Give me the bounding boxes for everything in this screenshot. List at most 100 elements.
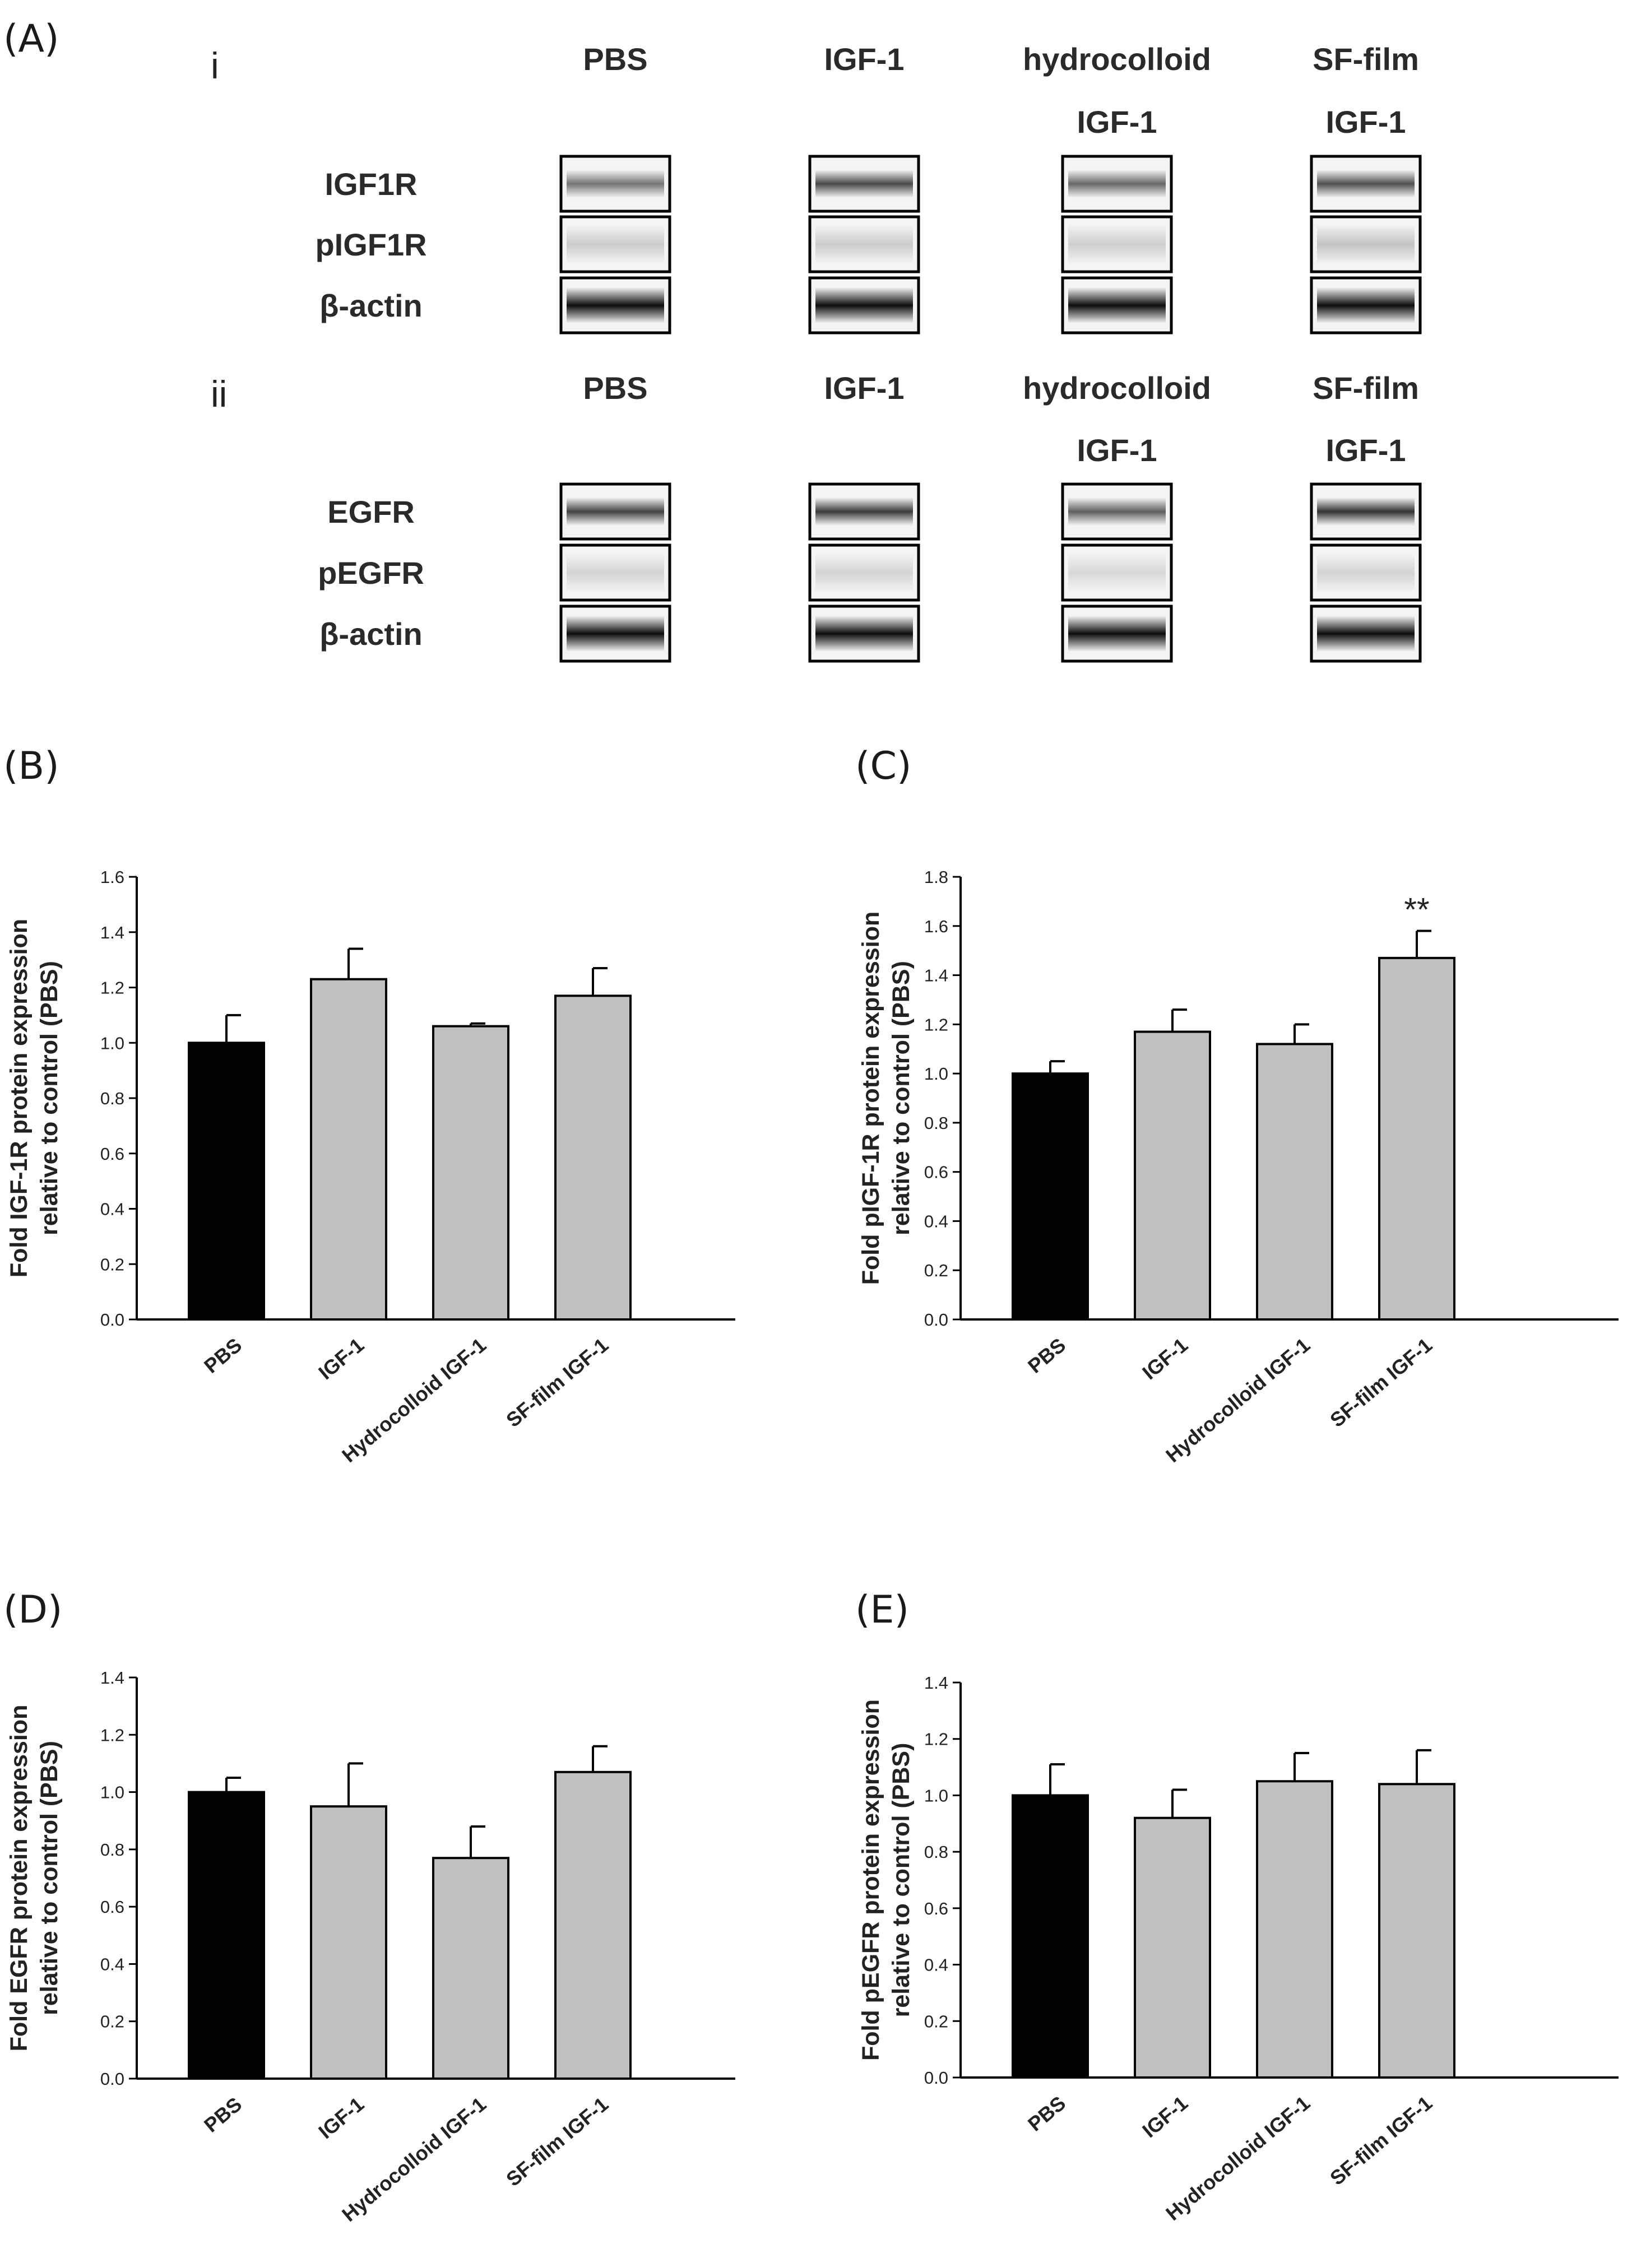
chart-panel-b: (B) 0.0 0.2 0.4 0.6 0.8 1.0 1.2 1.4 1.6 Fold IGF-… xyxy=(3,744,735,1467)
y-axis-label-line2: relative to control (PBS) xyxy=(888,1743,915,2018)
y-tick-label: 0.6 xyxy=(924,1899,948,1918)
blot-band xyxy=(567,553,664,592)
blot-row-label: IGF1R xyxy=(325,166,418,202)
blot-band xyxy=(815,498,913,526)
x-tick-label: IGF-1 xyxy=(1138,2092,1192,2142)
lane-header: IGF-1 xyxy=(824,370,904,406)
blot-row-label: β-actin xyxy=(319,288,423,323)
panel-label-c: (C) xyxy=(855,744,912,788)
y-tick-label: 0.2 xyxy=(100,2012,124,2032)
blot-band xyxy=(1068,287,1166,323)
bar xyxy=(310,978,387,1321)
y-tick-label: 1.4 xyxy=(924,966,948,986)
blot-band xyxy=(567,287,664,323)
blot-band xyxy=(567,498,664,526)
panel-label-d: (D) xyxy=(3,1588,62,1632)
blot-band xyxy=(1317,498,1415,526)
y-axis-label: Fold pEGFR protein expression xyxy=(857,1699,884,2061)
blot-row-label: pIGF1R xyxy=(315,227,426,262)
bar xyxy=(188,1042,265,1321)
chart-panel-e: (E) 0.0 0.2 0.4 0.6 0.8 1.0 1.2 1.4 Fold pEGFR p… xyxy=(855,1588,1619,2225)
blot-band xyxy=(1068,225,1166,264)
y-tick-label: 0.4 xyxy=(100,1200,124,1219)
y-tick-label: 1.0 xyxy=(924,1064,948,1084)
blot-panel: (A) i ii PBS IGF-1 hydrocolloid IGF-1 SF-fil… xyxy=(3,17,1422,663)
blot-band xyxy=(1068,170,1166,198)
lane-header: hydrocolloid xyxy=(1023,41,1211,77)
y-tick-label: 1.0 xyxy=(100,1783,124,1802)
y-tick-label: 1.6 xyxy=(924,917,948,936)
blot-row-label: β-actin xyxy=(319,616,423,652)
blot-band xyxy=(1068,498,1166,526)
chart-igf1r: 0.0 0.2 0.4 0.6 0.8 1.0 1.2 1.4 1.6 Fold IGF-1R p… xyxy=(6,867,735,1467)
bar xyxy=(1012,1794,1089,2079)
bar xyxy=(1256,1043,1333,1321)
y-tick-label: 0.2 xyxy=(924,1261,948,1280)
x-tick-label: SF-film IGF-1 xyxy=(1325,1333,1436,1432)
lane-header-sub: IGF-1 xyxy=(1325,104,1406,140)
y-tick-label: 0.8 xyxy=(100,1840,124,1860)
y-tick-label: 1.2 xyxy=(924,1015,948,1034)
lane-header: SF-film xyxy=(1313,41,1419,77)
lane-header: IGF-1 xyxy=(824,41,904,77)
bar xyxy=(1134,1816,1211,2079)
lane-header: SF-film xyxy=(1313,370,1419,406)
y-tick-label: 1.2 xyxy=(100,1725,124,1745)
x-tick-label: SF-film IGF-1 xyxy=(1325,2092,1436,2190)
y-axis-label-line2: relative to control (PBS) xyxy=(36,1741,63,2015)
chart-panel-d: (D) 0.0 0.2 0.4 0.6 0.8 1.0 1.2 1.4 Fold EGFR pr… xyxy=(3,1588,735,2226)
bar xyxy=(432,1857,509,2080)
y-tick-label: 1.6 xyxy=(100,867,124,887)
blot-band xyxy=(1317,170,1415,198)
blot-band xyxy=(815,287,913,323)
significance-marker: ** xyxy=(1404,892,1429,928)
chart-pegfr: 0.0 0.2 0.4 0.6 0.8 1.0 1.2 1.4 Fold pEGFR prote… xyxy=(857,1673,1619,2225)
x-tick-label: IGF-1 xyxy=(314,2093,368,2144)
bar xyxy=(1378,1783,1455,2079)
y-tick-label: 1.4 xyxy=(100,1668,124,1688)
blot-band xyxy=(1317,287,1415,323)
y-tick-label: 1.8 xyxy=(924,867,948,887)
x-tick-label: SF-film IGF-1 xyxy=(502,2093,613,2191)
blot-band xyxy=(1068,553,1166,592)
chart-pigf1r: 0.0 0.2 0.4 0.6 0.8 1.0 1.2 1.4 1.6 1.8 Fold pIGF-… xyxy=(857,867,1619,1467)
y-tick-label: 1.4 xyxy=(924,1673,948,1693)
blot-band xyxy=(815,616,913,652)
bar xyxy=(1012,1072,1089,1321)
y-tick-label: 1.0 xyxy=(924,1786,948,1805)
bar xyxy=(554,1770,632,2080)
x-tick-label: PBS xyxy=(200,1333,246,1378)
x-tick-label: IGF-1 xyxy=(314,1333,368,1384)
blot-band xyxy=(1317,553,1415,592)
y-tick-label: 0.4 xyxy=(924,1955,948,1975)
lane-header-sub: IGF-1 xyxy=(1077,433,1157,468)
chart-egfr: 0.0 0.2 0.4 0.6 0.8 1.0 1.2 1.4 Fold EGFR protei… xyxy=(6,1668,735,2226)
blot-band xyxy=(815,225,913,264)
blot-lanes: PBS IGF-1 hydrocolloid IGF-1 SF-film IGF-1 IGF… xyxy=(315,41,1422,663)
x-tick-label: SF-film IGF-1 xyxy=(502,1333,613,1432)
y-tick-label: 0.2 xyxy=(924,2011,948,2031)
bar xyxy=(188,1791,265,2080)
y-tick-label: 0.0 xyxy=(924,1310,948,1330)
y-axis-label: Fold EGFR protein expression xyxy=(6,1705,33,2052)
blot-row-label: EGFR xyxy=(327,494,415,529)
x-tick-label: PBS xyxy=(200,2093,246,2137)
lane-header: hydrocolloid xyxy=(1023,370,1211,406)
y-axis-label: Fold IGF-1R protein expression xyxy=(6,919,33,1277)
y-tick-label: 0.6 xyxy=(100,1897,124,1917)
bar xyxy=(432,1025,509,1321)
blot-band xyxy=(567,170,664,198)
x-tick-label: IGF-1 xyxy=(1138,1333,1192,1384)
bar xyxy=(1134,1030,1211,1321)
y-axis-label: Fold pIGF-1R protein expression xyxy=(857,912,884,1285)
blot-row-label: pEGFR xyxy=(318,555,424,591)
blot-band xyxy=(1068,616,1166,652)
bar xyxy=(554,994,632,1321)
lane-header: PBS xyxy=(583,41,647,77)
blot-band xyxy=(815,553,913,592)
y-tick-label: 1.4 xyxy=(100,923,124,942)
y-tick-label: 0.0 xyxy=(100,1310,124,1330)
chart-panel-c: (C) 0.0 0.2 0.4 0.6 0.8 1.0 1.2 1.4 1.6 1.8 Fold p… xyxy=(855,744,1619,1467)
y-tick-label: 1.2 xyxy=(924,1730,948,1749)
